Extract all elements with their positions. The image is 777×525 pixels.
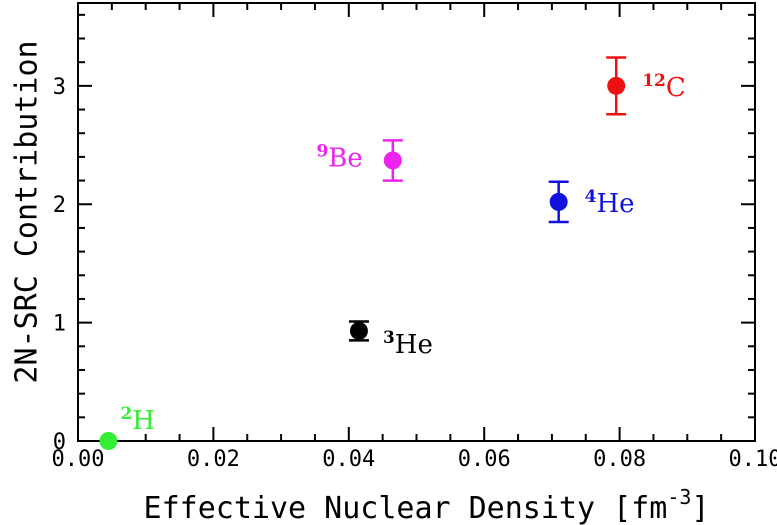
- data-point-2h: 2H: [99, 404, 155, 450]
- point-label: 4He: [585, 187, 635, 219]
- y-axis-ticks: 0 1 2 3: [53, 13, 755, 455]
- x-tick-label: 0.02: [187, 447, 240, 472]
- x-axis-title: Effective Nuclear Density [fm-3]: [144, 485, 710, 525]
- data-points: 2H 3He 9Be 4He 12C: [99, 56, 686, 450]
- y-axis-title: 2N-SRC Contribution: [10, 40, 45, 383]
- data-point-3he: 3He: [348, 320, 433, 360]
- y-tick-label: 1: [53, 312, 66, 337]
- x-axis-ticks: 0.00 0.02 0.04 0.06 0.08 0.10: [52, 3, 777, 472]
- y-tick-label: 3: [53, 75, 66, 100]
- point-label: 9Be: [316, 141, 362, 173]
- data-point-marker: [607, 76, 626, 95]
- data-point-9be: 9Be: [316, 139, 403, 182]
- data-point-marker: [349, 321, 368, 340]
- x-tick-label: 0.06: [458, 447, 511, 472]
- data-point-4he: 4He: [548, 180, 635, 224]
- data-point-marker: [99, 432, 118, 450]
- point-label: 3He: [383, 328, 433, 360]
- x-tick-label: 0.04: [322, 447, 375, 472]
- data-point-12c: 12C: [606, 56, 686, 116]
- plot-frame: [77, 2, 756, 442]
- y-tick-label: 2: [53, 193, 66, 218]
- data-point-marker: [383, 151, 402, 170]
- point-label: 12C: [642, 71, 686, 103]
- x-tick-label: 0.10: [729, 447, 777, 472]
- data-point-marker: [549, 192, 568, 211]
- y-tick-label: 0: [53, 430, 66, 455]
- point-label: 2H: [120, 404, 155, 436]
- x-tick-label: 0.08: [593, 447, 646, 472]
- x-tick-label: 0.00: [52, 447, 105, 472]
